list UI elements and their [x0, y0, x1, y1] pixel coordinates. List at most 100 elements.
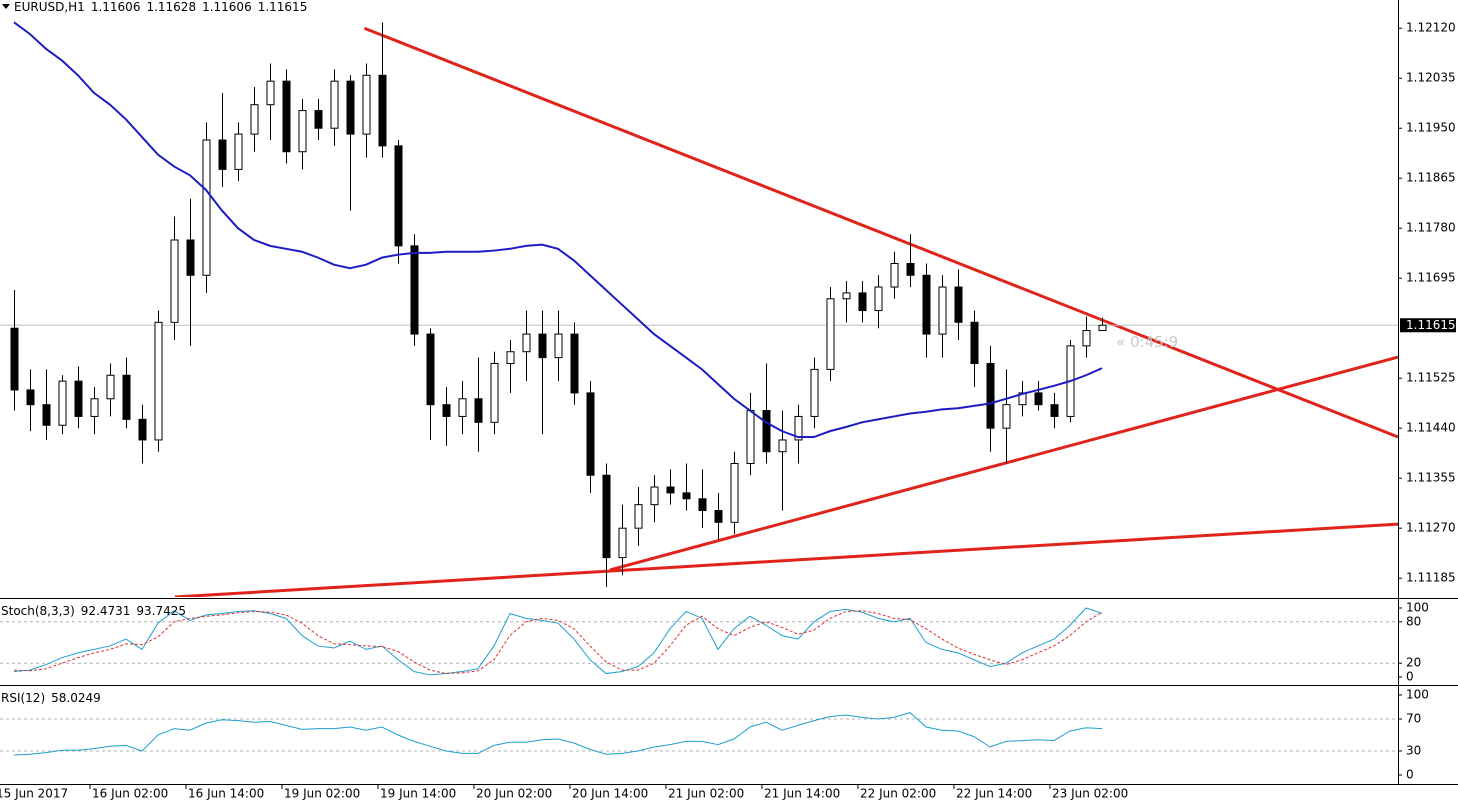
x-tick-label: 16 Jun 02:00: [92, 787, 168, 801]
title-ohlc: 1.11606: [202, 0, 252, 14]
candle-timer: « 0:45:9: [1116, 333, 1178, 351]
candle-body: [794, 415, 803, 441]
indicator-line: [13, 712, 1103, 756]
candle-body: [538, 333, 547, 359]
candle-body: [602, 474, 611, 559]
y-tick-label: 1.11185: [1406, 571, 1456, 585]
indicator-title: Stoch(8,3,3) 92.4731 93.7425: [1, 604, 186, 618]
candle-body: [778, 439, 787, 453]
candle-body: [682, 492, 691, 500]
candle-body: [954, 286, 963, 323]
y-tick-label: 1.11950: [1406, 121, 1456, 135]
candle-body: [410, 245, 419, 335]
candle-body: [730, 462, 739, 523]
candle-body: [58, 380, 67, 426]
indicator-name: Stoch(8,3,3): [1, 604, 75, 618]
candle-body: [234, 133, 243, 170]
indicator-value: 58.0249: [51, 691, 101, 705]
indicator-title: RSI(12) 58.0249: [1, 691, 101, 705]
y-tick-label: 1.11865: [1406, 171, 1456, 185]
candle-body: [522, 333, 531, 353]
y-tick-label: 1.11270: [1406, 521, 1456, 535]
candle-body: [922, 274, 931, 335]
candle-body: [442, 404, 451, 417]
price-plot: [0, 21, 1398, 597]
candle-body: [746, 410, 755, 464]
candle-body: [90, 398, 99, 417]
candle-body: [762, 410, 771, 453]
indicator-value: 92.4731: [81, 604, 131, 618]
candle-body: [554, 333, 563, 359]
y-tick-label: 1.12120: [1406, 21, 1456, 35]
x-tick-label: 21 Jun 14:00: [764, 787, 840, 801]
x-tick-label: 19 Jun 02:00: [284, 787, 360, 801]
candle-body: [154, 321, 163, 441]
moving-average: [13, 21, 1103, 439]
y-tick-label: 1.12035: [1406, 71, 1456, 85]
candle-body: [138, 418, 147, 441]
y-tick-label: 0: [1406, 669, 1414, 683]
y-tick-label: 0: [1406, 768, 1414, 782]
candle-body: [890, 263, 899, 288]
x-tick-label: 19 Jun 14:00: [380, 787, 456, 801]
x-tick-label: 20 Jun 14:00: [572, 787, 648, 801]
candle-body: [378, 74, 387, 147]
candle-body: [10, 327, 19, 391]
candle-body: [858, 292, 867, 312]
y-tick-label: 100: [1406, 601, 1429, 615]
candle-body: [250, 104, 259, 135]
candle-body: [266, 80, 275, 106]
current-price-box: [1400, 318, 1456, 333]
y-tick-label: 70: [1406, 712, 1421, 726]
candle-body: [346, 80, 355, 135]
candle-body: [506, 351, 515, 364]
y-tick-label: 1.11695: [1406, 271, 1456, 285]
chart-title: EURUSD,H1 1.11606 1.11628 1.11606 1.11615: [14, 0, 307, 14]
candle-body: [666, 486, 675, 494]
title-ohlc: 1.11615: [258, 0, 308, 14]
candle-body: [170, 239, 179, 323]
candle-body: [1002, 404, 1011, 429]
candle-body: [986, 362, 995, 429]
candle-body: [1098, 324, 1107, 332]
candle-body: [218, 139, 227, 170]
candle-body: [474, 398, 483, 423]
menu-arrow: [2, 4, 10, 9]
candle-body: [394, 145, 403, 247]
candle-body: [426, 333, 435, 406]
candle-body: [618, 527, 627, 559]
candle-body: [906, 263, 915, 276]
candle-body: [122, 374, 131, 420]
title-ohlc: 1.11628: [146, 0, 196, 14]
y-tick-label: 1.11440: [1406, 421, 1456, 435]
candle-body: [714, 510, 723, 523]
y-tick-label: 1.11355: [1406, 471, 1456, 485]
y-tick-label: 30: [1406, 744, 1421, 758]
y-tick-label: 1.11525: [1406, 371, 1456, 385]
y-tick-label: 1.11780: [1406, 221, 1456, 235]
candle-body: [490, 362, 499, 423]
indicator-line: [13, 607, 1103, 676]
candle-body: [970, 321, 979, 364]
x-tick-label: 16 Jun 14:00: [188, 787, 264, 801]
x-tick-label: 22 Jun 02:00: [860, 787, 936, 801]
candle-body: [186, 239, 195, 276]
candle-body: [1034, 392, 1043, 406]
trendline: [174, 522, 1398, 597]
candle-body: [282, 80, 291, 153]
candle-body: [938, 286, 947, 335]
candle-body: [42, 404, 51, 426]
trendline: [609, 355, 1398, 572]
title-ohlc: 1.11606: [91, 0, 141, 14]
candle-body: [298, 110, 307, 153]
y-tick-label: 80: [1406, 614, 1421, 628]
candle-body: [74, 380, 83, 417]
candle-body: [26, 389, 35, 406]
x-tick-label: 23 Jun 02:00: [1052, 787, 1128, 801]
y-tick-label: 100: [1406, 688, 1429, 702]
candle-body: [1050, 404, 1059, 417]
candle-body: [106, 374, 115, 400]
candle-body: [842, 292, 851, 300]
